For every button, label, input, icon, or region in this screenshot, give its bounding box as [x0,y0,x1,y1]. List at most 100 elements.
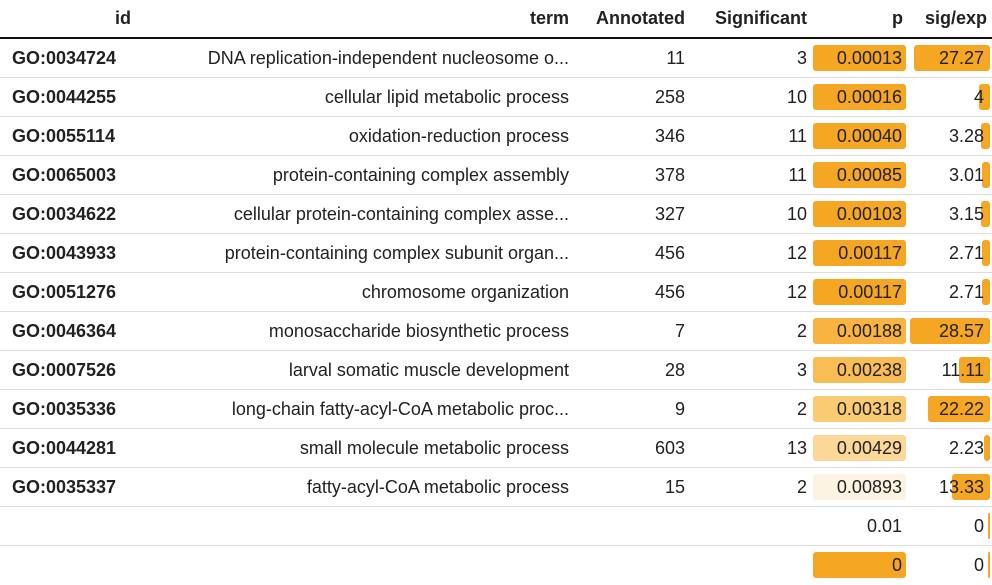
go-id-cell: GO:0046364 [0,311,135,351]
sig-exp-bar [988,552,990,578]
significant-cell: 2 [691,311,811,351]
sig-exp-text: 2.71 [948,282,984,302]
p-value-cell: 0.00016 [811,77,908,117]
table-row: GO:0007526 larval somatic muscle developm… [0,350,992,390]
p-value-cell: 0.00013 [811,38,908,78]
p-value-bar [813,357,906,383]
sig-exp-cell: 28.57 [908,311,992,351]
sig-exp-text: 3.01 [948,165,984,185]
column-header-significant[interactable]: Significant [691,0,811,39]
column-header-id[interactable]: id [0,0,135,39]
p-value-bar-wrap: 0.00085 [813,162,906,188]
p-value-text: 0.00103 [836,204,902,224]
term-cell: DNA replication-independent nucleosome o… [207,47,569,68]
p-value-text: 0.00085 [836,165,902,185]
significant-cell: 3 [691,350,811,390]
sig-exp-cell: 13.33 [908,467,992,507]
p-value-text: 0.01 [866,516,902,536]
sig-exp-text: 13.33 [938,477,984,497]
column-header-term[interactable]: term [135,0,575,39]
p-value-text: 0.00117 [838,243,902,263]
term-cell: protein-containing complex assembly [135,155,575,195]
significant-cell: 2 [691,389,811,429]
term-cell: chromosome organization [135,272,575,312]
column-header-p[interactable]: p [811,0,908,39]
sig-exp-bar-wrap: 27.27 [910,45,990,71]
sig-exp-bar [982,279,990,305]
p-value-text: 0.00429 [836,438,902,458]
go-id-cell: GO:0051276 [0,272,135,312]
sig-exp-text: 0 [973,516,984,536]
go-id-cell: GO:0065003 [0,155,135,195]
p-value-bar [813,318,906,344]
annotated-cell [575,545,691,584]
p-value-cell: 0.00040 [811,116,908,156]
annotated-cell: 258 [575,77,691,117]
term-cell: fatty-acyl-CoA metabolic process [135,467,575,507]
p-value-bar [813,123,906,149]
p-value-text: 0.00013 [836,48,902,68]
p-value-bar-wrap: 0.00103 [813,201,906,227]
annotated-cell: 456 [575,233,691,273]
sig-exp-text: 4 [973,87,984,107]
sig-exp-bar [910,318,990,344]
annotated-cell: 7 [575,311,691,351]
p-value-bar-wrap: 0.00016 [813,84,906,110]
sig-exp-text: 2.23 [948,438,984,458]
sig-exp-bar-wrap: 3.28 [910,123,990,149]
table-row: GO:0046364 monosaccharide biosynthetic pr… [0,311,992,351]
column-header-sig-exp[interactable]: sig/exp [908,0,992,39]
sig-exp-text: 22.22 [938,399,984,419]
go-id-cell: GO:0007526 [0,350,135,390]
sig-exp-bar-wrap: 2.71 [910,240,990,266]
sig-exp-bar-wrap: 2.71 [910,279,990,305]
term-cell: monosaccharide biosynthetic process [135,311,575,351]
p-value-bar-wrap: 0.00429 [813,435,906,461]
sig-exp-cell: 0 [908,506,992,546]
sig-exp-cell: 3.15 [908,194,992,234]
sig-exp-text: 27.27 [938,48,984,68]
sig-exp-bar [978,84,990,110]
sig-exp-cell: 11.11 [908,350,992,390]
p-value-cell: 0.00318 [811,389,908,429]
sig-exp-cell: 22.22 [908,389,992,429]
sig-exp-bar [927,396,990,422]
annotated-cell: 15 [575,467,691,507]
p-value-cell: 0.00117 [811,233,908,273]
p-value-cell: 0.00117 [811,272,908,312]
sig-exp-bar [988,513,990,539]
sig-exp-bar [958,357,990,383]
significant-cell: 3 [796,47,807,68]
p-value-bar-wrap: 0.01 [813,513,906,539]
term-cell: protein-containing complex subunit organ… [135,233,575,273]
p-value-bar [813,279,906,305]
column-header-annotated[interactable]: Annotated [575,0,691,39]
sig-exp-bar-wrap: 13.33 [910,474,990,500]
sig-exp-cell: 3.01 [908,155,992,195]
sig-exp-bar [983,435,990,461]
table-row: GO:0044281 small molecule metabolic proce… [0,428,992,468]
sig-exp-cell: 3.28 [908,116,992,156]
sig-exp-bar-wrap: 3.01 [910,162,990,188]
table-row: GO:0065003 protein-containing complex ass… [0,155,992,195]
p-value-bar-wrap: 0.00040 [813,123,906,149]
significant-cell: 12 [691,233,811,273]
table-row: GO:0034724 DNA replication-independent nu… [0,38,992,78]
table-row: GO:0035337 fatty-acyl-CoA metabolic proce… [0,467,992,507]
significant-cell: 10 [691,77,811,117]
go-id-cell: GO:0044255 [0,77,135,117]
annotated-cell: 378 [575,155,691,195]
go-id-cell: GO:0043933 [0,233,135,273]
annotated-cell: 327 [575,194,691,234]
p-value-cell: 0.00188 [811,311,908,351]
p-value-text: 0.00188 [836,321,902,341]
go-id-cell: GO:0034724 [12,47,117,68]
sig-exp-text: 2.71 [948,243,984,263]
p-value-cell: 0.00085 [811,155,908,195]
sig-exp-bar [982,240,990,266]
annotated-cell [575,506,691,546]
table-row: GO:0034622 cellular protein-containing co… [0,194,992,234]
p-value-bar-wrap: 0.00117 [813,240,906,266]
